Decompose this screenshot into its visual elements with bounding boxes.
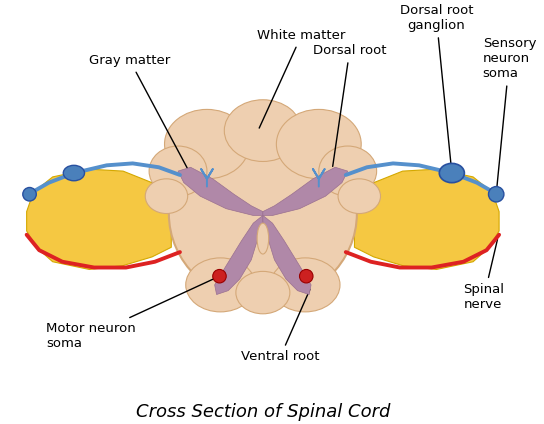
Ellipse shape — [145, 179, 188, 214]
Text: Motor neuron
soma: Motor neuron soma — [46, 277, 217, 349]
Ellipse shape — [236, 271, 290, 314]
Ellipse shape — [440, 163, 465, 183]
Circle shape — [213, 270, 226, 283]
Text: Cross Section of Spinal Cord: Cross Section of Spinal Cord — [135, 402, 390, 421]
Ellipse shape — [224, 100, 301, 162]
Text: White matter: White matter — [257, 29, 345, 128]
Polygon shape — [27, 169, 181, 270]
Polygon shape — [178, 167, 263, 215]
Ellipse shape — [319, 146, 376, 196]
Text: Spinal
nerve: Spinal nerve — [463, 240, 504, 311]
Circle shape — [300, 270, 313, 283]
Polygon shape — [263, 215, 311, 295]
Text: Ventral root: Ventral root — [241, 289, 319, 363]
Ellipse shape — [169, 124, 357, 303]
Polygon shape — [263, 167, 348, 215]
Ellipse shape — [257, 223, 269, 254]
Ellipse shape — [270, 258, 340, 312]
Ellipse shape — [338, 179, 380, 214]
Polygon shape — [215, 215, 263, 295]
Polygon shape — [345, 169, 499, 270]
Text: Gray matter: Gray matter — [89, 54, 199, 190]
Ellipse shape — [186, 258, 255, 312]
Circle shape — [23, 187, 36, 201]
Ellipse shape — [164, 109, 249, 179]
Text: Sensory
neuron
soma: Sensory neuron soma — [483, 37, 536, 192]
Text: Dorsal root: Dorsal root — [313, 45, 386, 167]
Ellipse shape — [276, 109, 361, 179]
Ellipse shape — [149, 146, 207, 196]
Text: Dorsal root
ganglion: Dorsal root ganglion — [400, 4, 473, 170]
Ellipse shape — [63, 165, 84, 181]
Circle shape — [489, 187, 504, 202]
